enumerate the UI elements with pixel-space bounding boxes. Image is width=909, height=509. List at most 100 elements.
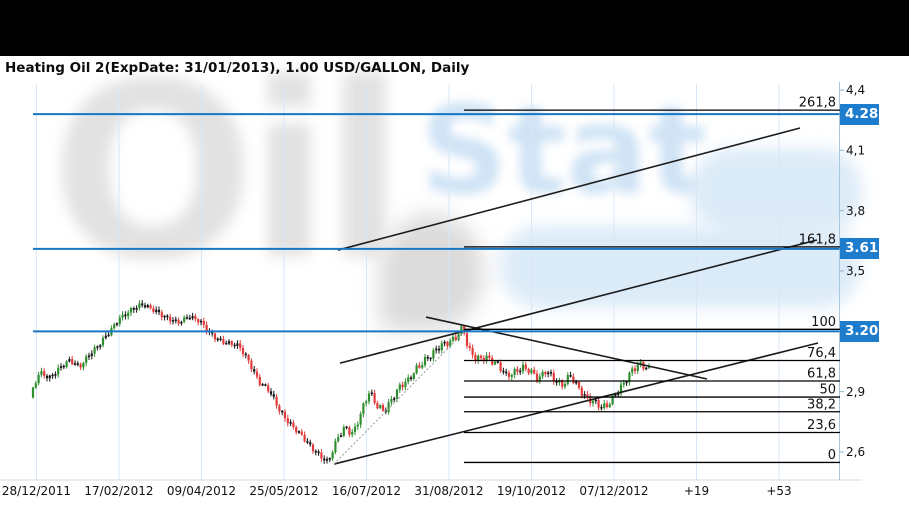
- candle: [381, 405, 385, 411]
- candle: [163, 315, 166, 318]
- candle: [510, 374, 513, 377]
- candle: [566, 375, 569, 384]
- candle: [412, 373, 415, 379]
- candle: [583, 394, 586, 396]
- trend-line: [425, 316, 708, 380]
- candle: [269, 391, 273, 395]
- candle: [600, 406, 603, 409]
- chart-title: Heating Oil 2(ExpDate: 31/01/2013), 1.00…: [5, 60, 470, 76]
- candle: [415, 365, 418, 374]
- candle: [68, 359, 71, 362]
- candle: [244, 353, 247, 356]
- candle: [580, 387, 583, 396]
- candle: [211, 331, 214, 334]
- candle: [71, 359, 74, 365]
- candle: [342, 427, 345, 436]
- candle: [499, 362, 502, 372]
- candle: [516, 368, 519, 372]
- fib-label: 23,6: [807, 418, 836, 433]
- candle: [645, 367, 648, 370]
- candle: [317, 451, 320, 454]
- candle: [43, 371, 46, 376]
- candle: [216, 338, 219, 341]
- date-label: 19/10/2012: [497, 484, 566, 498]
- date-label: +53: [766, 484, 791, 498]
- candle: [387, 402, 390, 413]
- candle: [328, 458, 331, 460]
- candle: [258, 376, 261, 385]
- candle: [40, 371, 43, 375]
- candle: [577, 381, 581, 388]
- candle: [59, 366, 63, 368]
- candle: [493, 361, 497, 365]
- date-label: 09/04/2012: [167, 484, 236, 498]
- candle: [398, 384, 401, 390]
- candle: [239, 343, 242, 348]
- price-tick-label: 4,1: [846, 144, 865, 158]
- date-label: 28/12/2011: [2, 484, 71, 498]
- candle: [594, 399, 597, 402]
- candle: [227, 341, 231, 344]
- candle: [267, 385, 270, 392]
- date-label: +19: [684, 484, 709, 498]
- candle: [353, 426, 357, 432]
- candle: [233, 344, 236, 347]
- candle: [614, 394, 617, 396]
- candle: [297, 431, 301, 433]
- date-label: 17/02/2012: [84, 484, 153, 498]
- candle: [303, 434, 306, 442]
- candle: [191, 316, 194, 319]
- candle: [205, 324, 208, 332]
- candle: [639, 361, 642, 365]
- fib-label: 161,8: [799, 232, 836, 247]
- candle: [409, 377, 413, 380]
- fib-label: 261,8: [799, 96, 836, 111]
- fib-label: 50: [819, 383, 836, 398]
- candle: [323, 458, 326, 461]
- candle: [429, 357, 432, 360]
- candle: [563, 383, 567, 387]
- candle: [628, 372, 631, 383]
- candle: [314, 450, 317, 453]
- candle: [107, 334, 110, 337]
- candle: [213, 333, 217, 340]
- price-badge: 4.28: [840, 103, 879, 125]
- candle: [549, 371, 553, 374]
- candle: [468, 345, 471, 348]
- candle: [149, 305, 152, 309]
- candle: [605, 403, 609, 408]
- candle: [474, 355, 477, 361]
- candle: [152, 308, 155, 312]
- candle: [435, 348, 438, 351]
- candle: [404, 381, 407, 388]
- candle: [451, 336, 455, 341]
- candle: [552, 373, 555, 382]
- candle: [286, 418, 289, 424]
- candle: [57, 367, 60, 375]
- candle: [505, 371, 508, 374]
- candle: [365, 401, 368, 404]
- candle: [264, 384, 267, 386]
- candle: [524, 364, 527, 369]
- candle: [241, 347, 245, 355]
- candle: [608, 404, 611, 408]
- candle: [118, 317, 121, 324]
- trend-line: [339, 239, 818, 364]
- candle: [93, 347, 96, 354]
- candle: [622, 382, 625, 385]
- candle: [502, 370, 505, 373]
- candle: [300, 431, 303, 435]
- candle: [51, 374, 54, 377]
- candle: [225, 342, 228, 345]
- candle: [345, 426, 348, 429]
- candle: [432, 350, 435, 359]
- candle: [513, 368, 516, 375]
- candle: [530, 369, 533, 374]
- candle: [351, 431, 354, 435]
- candle: [54, 374, 57, 376]
- candle: [197, 319, 200, 323]
- candle: [31, 387, 35, 398]
- candle: [222, 339, 225, 344]
